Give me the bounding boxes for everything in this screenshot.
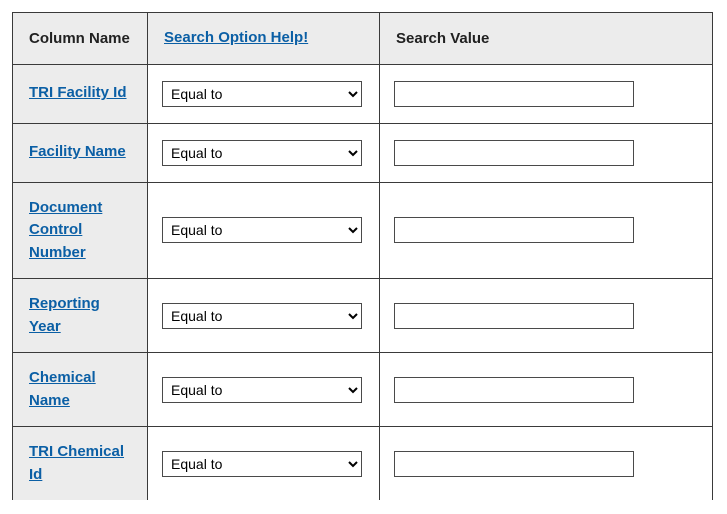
tri-facility-id-option-select[interactable]: Equal to bbox=[162, 81, 362, 107]
table-row: Facility Name Equal to bbox=[13, 123, 713, 182]
table-row: Document Control Number Equal to bbox=[13, 182, 713, 279]
header-row: Column Name Search Option Help! Search V… bbox=[13, 13, 713, 65]
row-option-cell: Equal to bbox=[148, 427, 380, 501]
table-row: Reporting Year Equal to bbox=[13, 279, 713, 353]
row-value-cell bbox=[380, 427, 713, 501]
search-option-help-link[interactable]: Search Option Help! bbox=[164, 29, 308, 46]
document-control-number-value-input[interactable] bbox=[394, 217, 634, 243]
header-column-name: Column Name bbox=[13, 13, 148, 65]
row-option-cell: Equal to bbox=[148, 64, 380, 123]
chemical-name-link[interactable]: Chemical Name bbox=[29, 369, 96, 409]
tri-chemical-id-value-input[interactable] bbox=[394, 451, 634, 477]
row-value-cell bbox=[380, 279, 713, 353]
tri-chemical-id-link[interactable]: TRI Chemical Id bbox=[29, 443, 124, 483]
row-label-cell: Reporting Year bbox=[13, 279, 148, 353]
facility-name-value-input[interactable] bbox=[394, 140, 634, 166]
row-value-cell bbox=[380, 182, 713, 279]
row-option-cell: Equal to bbox=[148, 279, 380, 353]
chemical-name-value-input[interactable] bbox=[394, 377, 634, 403]
reporting-year-value-input[interactable] bbox=[394, 303, 634, 329]
reporting-year-option-select[interactable]: Equal to bbox=[162, 303, 362, 329]
tri-facility-id-value-input[interactable] bbox=[394, 81, 634, 107]
table-row: TRI Facility Id Equal to bbox=[13, 64, 713, 123]
table-row: TRI Chemical Id Equal to bbox=[13, 427, 713, 501]
facility-name-link[interactable]: Facility Name bbox=[29, 143, 126, 160]
reporting-year-link[interactable]: Reporting Year bbox=[29, 295, 100, 335]
document-control-number-option-select[interactable]: Equal to bbox=[162, 217, 362, 243]
row-value-cell bbox=[380, 64, 713, 123]
row-option-cell: Equal to bbox=[148, 123, 380, 182]
row-label-cell: Chemical Name bbox=[13, 353, 148, 427]
chemical-name-option-select[interactable]: Equal to bbox=[162, 377, 362, 403]
tri-chemical-id-option-select[interactable]: Equal to bbox=[162, 451, 362, 477]
header-search-value: Search Value bbox=[380, 13, 713, 65]
row-label-cell: Document Control Number bbox=[13, 182, 148, 279]
facility-name-option-select[interactable]: Equal to bbox=[162, 140, 362, 166]
row-label-cell: Facility Name bbox=[13, 123, 148, 182]
table-row: Chemical Name Equal to bbox=[13, 353, 713, 427]
row-option-cell: Equal to bbox=[148, 353, 380, 427]
document-control-number-link[interactable]: Document Control Number bbox=[29, 199, 102, 261]
row-option-cell: Equal to bbox=[148, 182, 380, 279]
row-label-cell: TRI Facility Id bbox=[13, 64, 148, 123]
row-value-cell bbox=[380, 353, 713, 427]
header-search-option: Search Option Help! bbox=[148, 13, 380, 65]
tri-facility-id-link[interactable]: TRI Facility Id bbox=[29, 84, 127, 101]
search-criteria-table: Column Name Search Option Help! Search V… bbox=[12, 12, 713, 500]
row-label-cell: TRI Chemical Id bbox=[13, 427, 148, 501]
row-value-cell bbox=[380, 123, 713, 182]
